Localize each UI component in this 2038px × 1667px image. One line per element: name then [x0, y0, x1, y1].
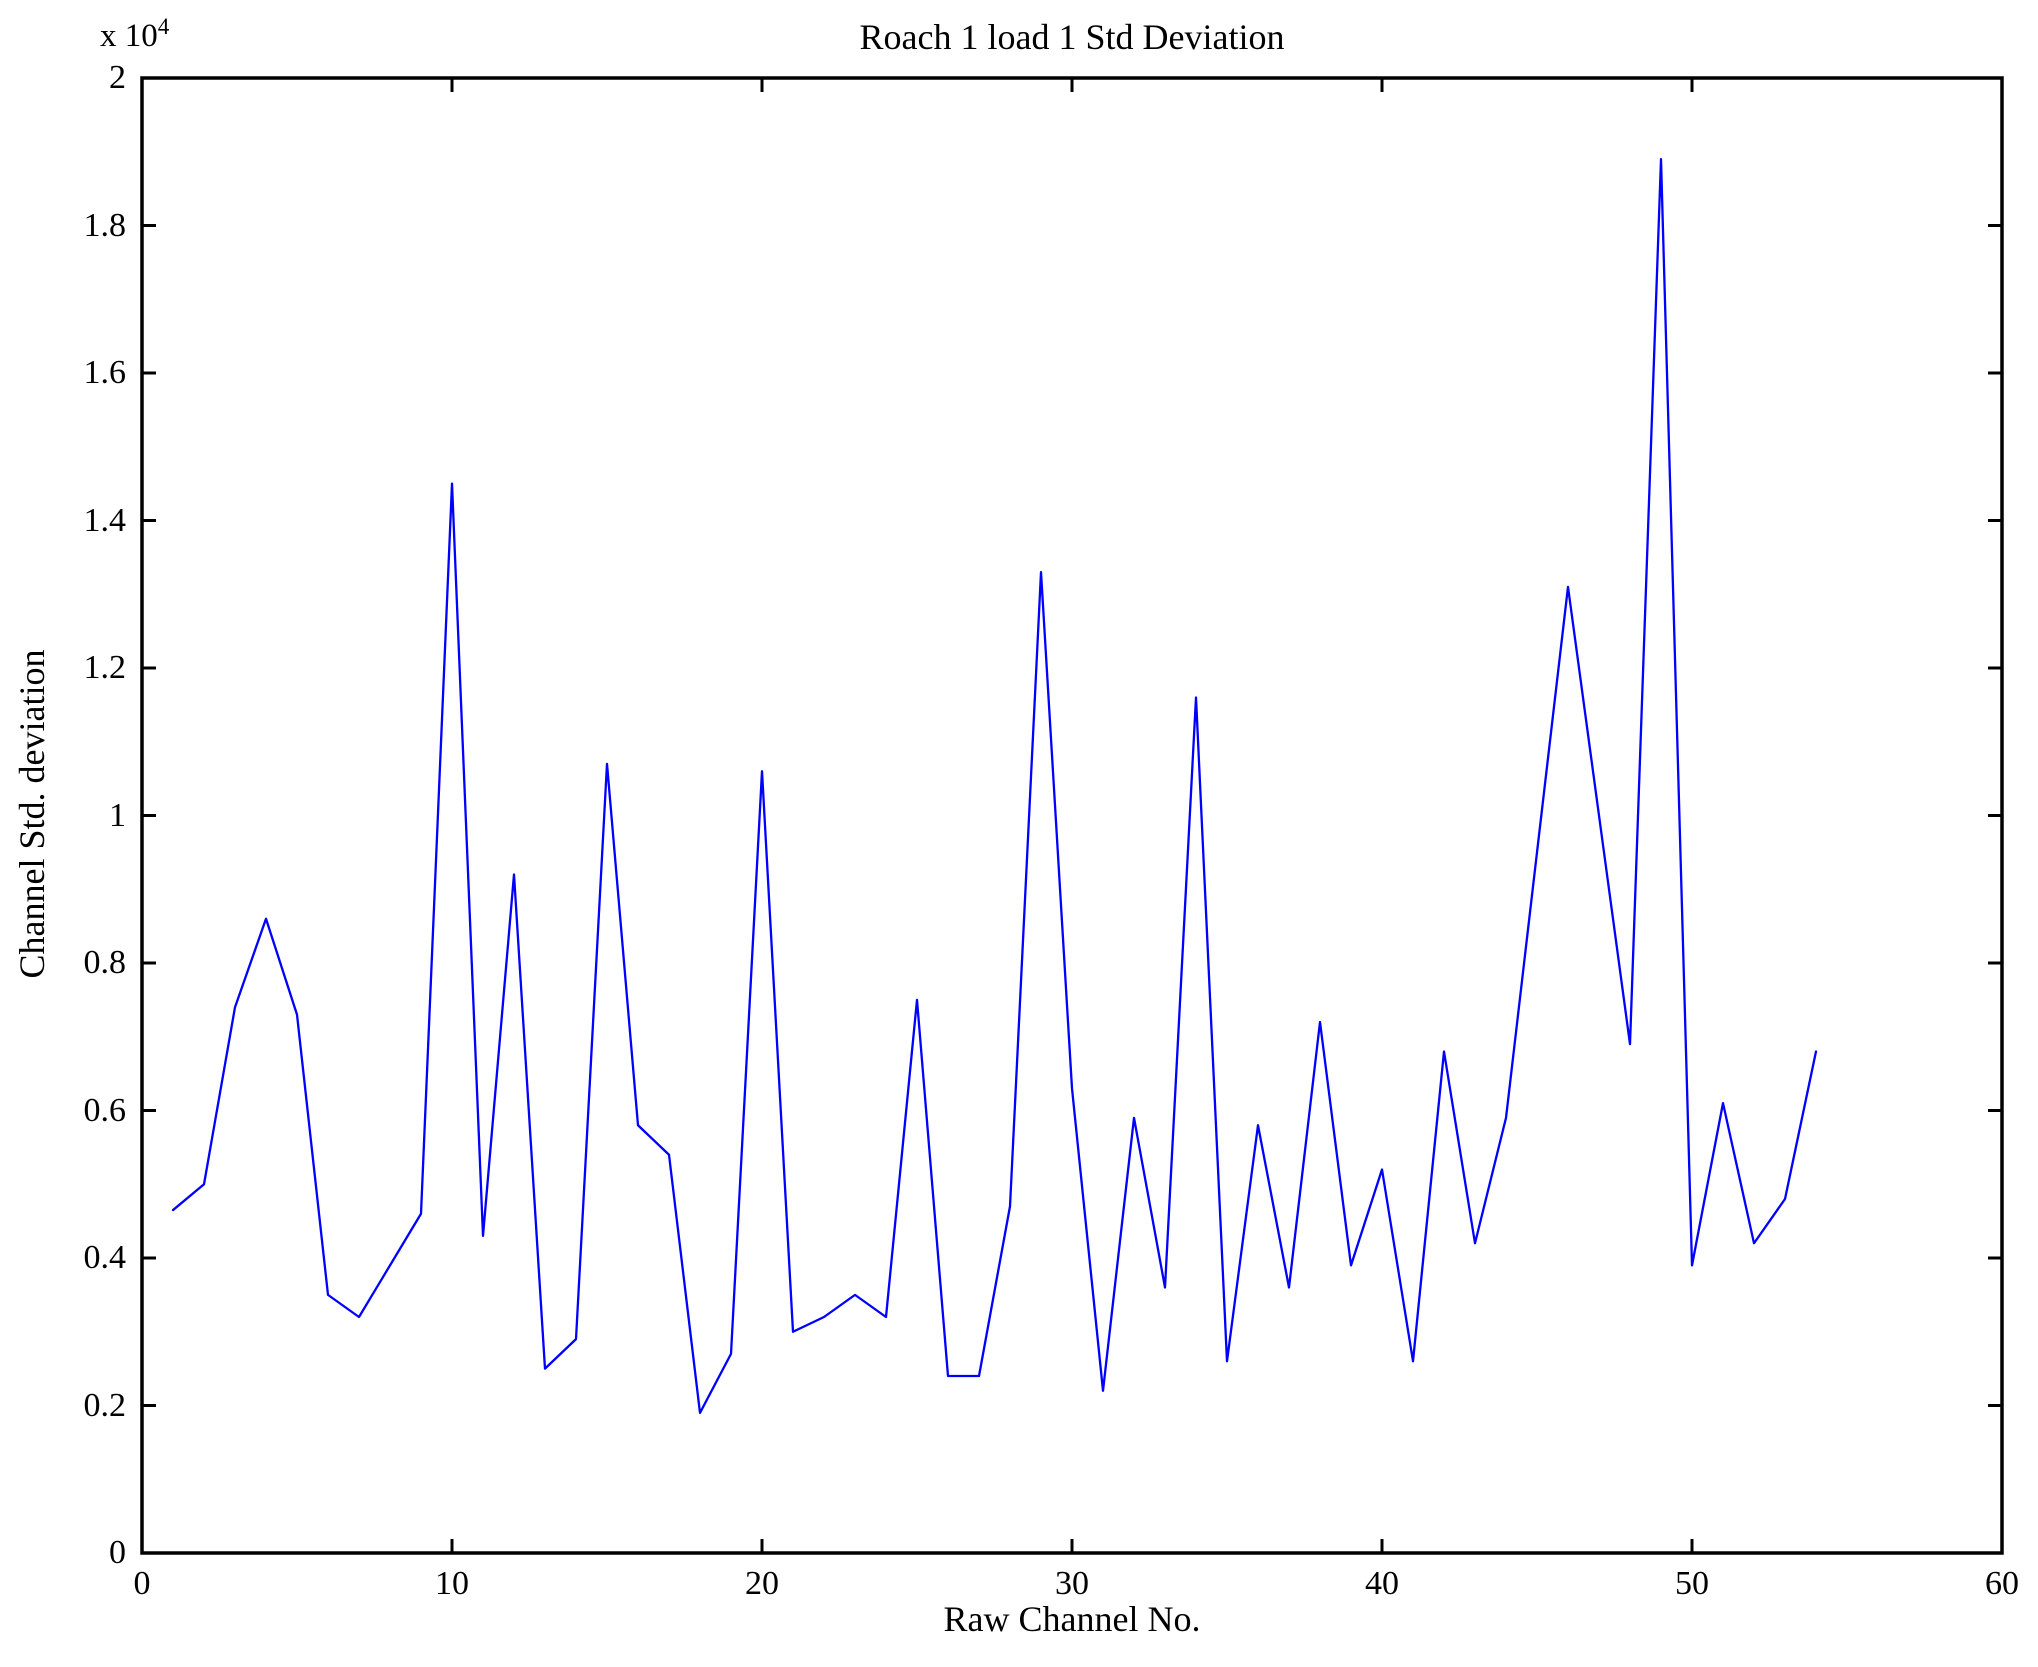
- x-axis-label: Raw Channel No.: [943, 1599, 1201, 1639]
- y-tick-label: 0.8: [83, 944, 127, 981]
- y-tick-label: 0.2: [83, 1386, 127, 1424]
- x-tick-label: 60: [1985, 1565, 2019, 1602]
- y-tick-label: 1.8: [83, 206, 127, 244]
- data-line: [171, 157, 1818, 1415]
- axes-box: [140, 76, 2004, 1555]
- x-tick-label: 0: [133, 1565, 151, 1602]
- y-axis-multiplier: x 104: [100, 14, 169, 55]
- y-tick-label: 0.4: [83, 1239, 127, 1276]
- x-tick-label: 40: [1365, 1565, 1399, 1602]
- x-tick-label: 20: [745, 1565, 779, 1602]
- chart-title: Roach 1 load 1 Std Deviation: [859, 17, 1285, 57]
- x-tick-label: 30: [1055, 1565, 1089, 1602]
- y-tick-label: 1.6: [83, 354, 127, 391]
- y-tick-label: 1: [109, 796, 126, 834]
- y-axis-multiplier-exponent: 4: [157, 14, 170, 39]
- y-tick-label: 0: [109, 1534, 126, 1571]
- y-axis-multiplier-base: x 10: [100, 18, 158, 54]
- x-tick-label: 50: [1675, 1565, 1709, 1602]
- y-tick-label: 1.4: [83, 501, 127, 539]
- y-tick-label: 1.2: [83, 649, 127, 686]
- y-tick-label: 0.6: [83, 1091, 127, 1129]
- x-tick-label: 10: [435, 1565, 469, 1602]
- y-tick-label: 2: [109, 59, 126, 96]
